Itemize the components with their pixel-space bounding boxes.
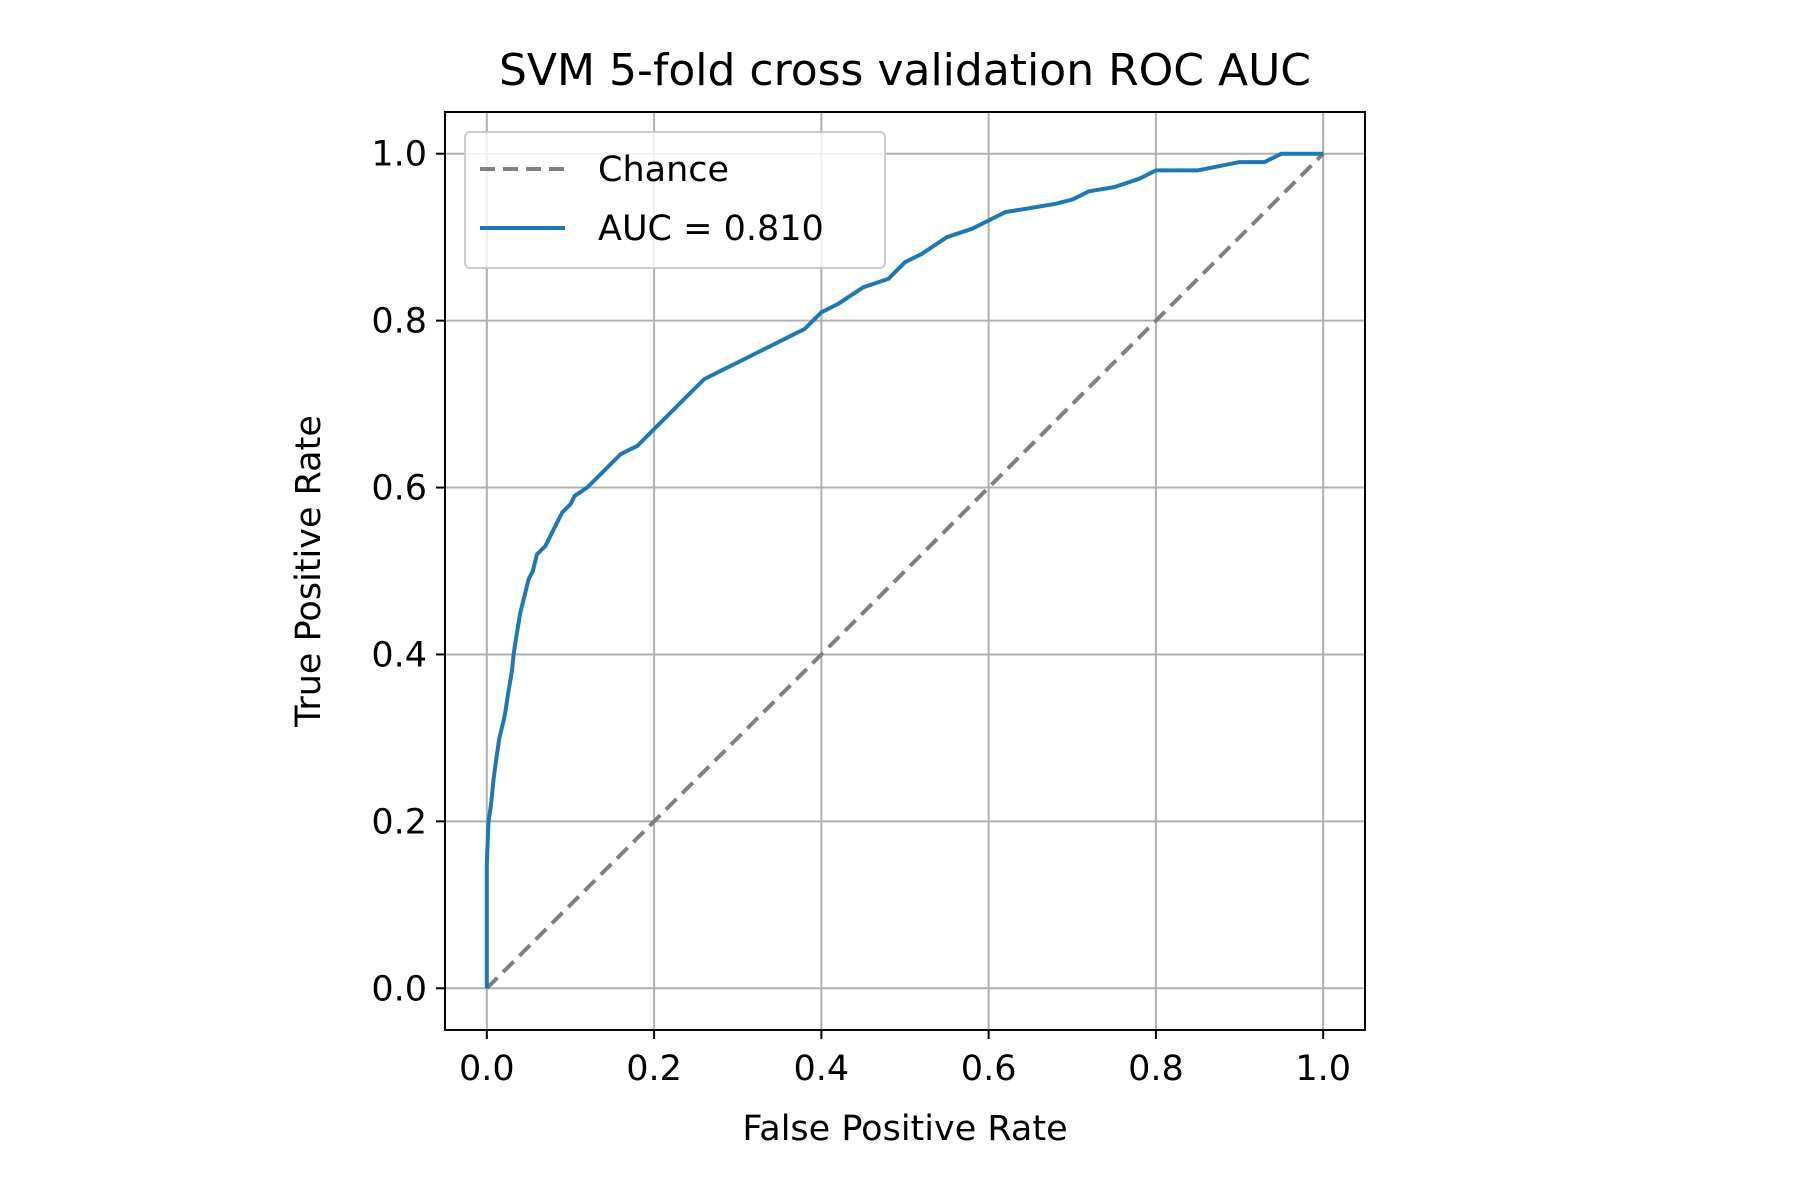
x-tick-label: 0.6	[961, 1049, 1017, 1089]
legend-label: Chance	[598, 150, 729, 190]
legend: Chance AUC = 0.810	[464, 131, 886, 269]
tick-layer: 0.0 0.2 0.4 0.6 0.8 1.0 0.0 0.2 0.4 0.6 0.8 1.0	[371, 135, 1351, 1089]
y-tick-label: 0.2	[371, 802, 427, 842]
x-tick-label: 0.0	[459, 1049, 515, 1089]
chart-title: SVM 5-fold cross validation ROC AUC	[499, 45, 1311, 96]
x-tick-label: 0.8	[1128, 1049, 1184, 1089]
y-tick-label: 0.4	[371, 635, 427, 675]
x-tick-label: 0.2	[626, 1049, 682, 1089]
roc-curve-line	[484, 151, 1324, 989]
y-tick-label: 0.8	[371, 302, 427, 342]
chance-line	[485, 152, 1325, 990]
x-tick-label: 0.4	[794, 1049, 850, 1089]
x-axis-label: False Positive Rate	[742, 1109, 1067, 1149]
y-tick-label: 1.0	[371, 135, 427, 175]
y-axis-label: True Positive Rate	[289, 415, 329, 728]
y-tick-label: 0.6	[371, 469, 427, 509]
x-tick-label: 1.0	[1295, 1049, 1351, 1089]
legend-box	[464, 131, 886, 269]
line-layer	[484, 151, 1325, 990]
y-tick-label: 0.0	[371, 969, 427, 1009]
legend-label: AUC = 0.810	[598, 209, 824, 249]
plot-frame	[444, 111, 1366, 1031]
